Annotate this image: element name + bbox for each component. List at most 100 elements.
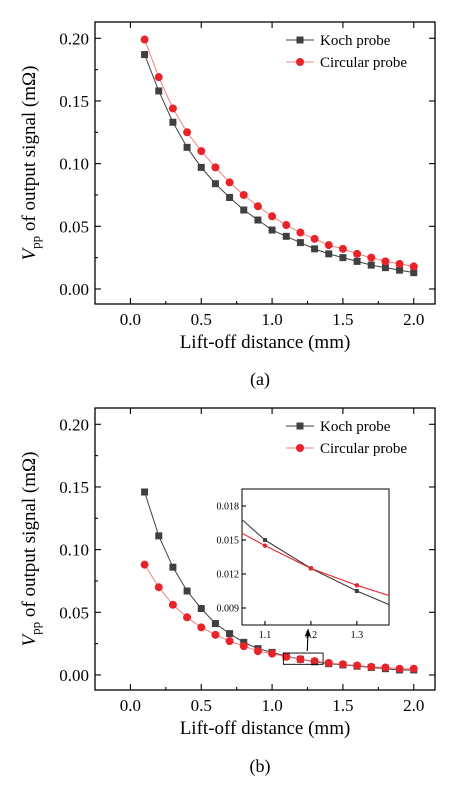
legend-marker-circular: [296, 58, 304, 66]
data-point-circular: [381, 257, 390, 266]
y-tick-label: 0.20: [59, 415, 89, 434]
x-tick-label: 0.5: [191, 310, 212, 329]
legend-marker-circular: [296, 444, 304, 452]
data-point-circular: [253, 647, 262, 656]
data-point-koch: [141, 488, 149, 496]
legend-marker-koch: [296, 422, 304, 430]
data-point-koch: [254, 216, 262, 224]
data-point-koch: [155, 532, 163, 540]
panel-caption: (b): [250, 756, 271, 777]
series-line-square: [144, 54, 414, 274]
plot-frame: [94, 21, 436, 305]
data-point-koch: [211, 180, 219, 188]
y-tick-label: 0.05: [59, 603, 89, 622]
legend-label: Circular probe: [320, 55, 407, 71]
data-point-koch: [226, 630, 234, 638]
data-point-koch: [169, 563, 177, 571]
zoom-box: [282, 652, 324, 665]
plot-frame: [94, 407, 436, 691]
legend-marker-koch: [296, 36, 304, 44]
data-point-circular: [268, 649, 277, 658]
data-point-koch: [183, 143, 191, 151]
inset-x-tick-label: 1.1: [259, 630, 272, 641]
data-point-circular: [154, 73, 163, 82]
data-point-circular: [324, 659, 333, 668]
inset-point-circular: [308, 566, 314, 571]
data-point-koch: [141, 51, 149, 59]
data-point-koch: [396, 266, 404, 274]
y-tick-label: 0.10: [59, 155, 89, 174]
x-tick-label: 1.0: [261, 696, 282, 715]
data-point-circular: [324, 241, 333, 250]
data-point-circular: [197, 147, 206, 156]
data-point-circular: [409, 262, 418, 271]
x-tick-label: 1.0: [261, 310, 282, 329]
data-point-circular: [183, 613, 192, 622]
legend-label: Circular probe: [320, 441, 407, 457]
data-point-koch: [311, 245, 319, 253]
panel-caption: (a): [250, 369, 270, 390]
legend-label: Koch probe: [320, 419, 391, 435]
inset-point-circular: [354, 583, 360, 588]
data-point-circular: [395, 259, 404, 268]
y-tick-label: 0.05: [59, 217, 89, 236]
data-point-koch: [226, 193, 234, 201]
data-point-circular: [168, 104, 177, 113]
y-tick-label: 0.00: [59, 666, 89, 685]
data-point-circular: [367, 662, 376, 671]
x-tick-label: 0.0: [120, 310, 141, 329]
data-point-koch: [353, 257, 361, 265]
x-axis-title: Lift-off distance (mm): [180, 332, 351, 353]
inset-frame: [241, 488, 390, 626]
series-line-circle: [144, 39, 414, 267]
data-point-koch: [197, 605, 205, 613]
y-tick-label: 0.15: [59, 92, 89, 111]
data-point-circular: [296, 228, 305, 237]
data-point-circular: [353, 249, 362, 258]
data-point-koch: [211, 620, 219, 628]
data-point-koch: [339, 254, 347, 262]
data-point-koch: [325, 250, 333, 258]
inset-y-tick-label: 0.012: [217, 570, 240, 581]
data-point-koch: [183, 587, 191, 595]
x-tick-label: 1.5: [332, 310, 353, 329]
inset-y-tick-label: 0.015: [217, 536, 240, 547]
data-point-circular: [353, 661, 362, 670]
data-point-circular: [140, 560, 149, 569]
y-axis-title: Vpp of output signal (mΩ): [19, 66, 43, 261]
y-tick-label: 0.00: [59, 280, 89, 299]
x-tick-label: 1.5: [332, 696, 353, 715]
data-point-koch: [169, 118, 177, 126]
inset-point-circular: [262, 543, 268, 548]
data-point-koch: [296, 239, 304, 247]
data-point-circular: [225, 637, 234, 646]
data-point-koch: [240, 206, 248, 214]
y-axis-title: Vpp of output signal (mΩ): [19, 452, 43, 647]
y-tick-label: 0.15: [59, 478, 89, 497]
data-point-circular: [409, 664, 418, 673]
data-point-circular: [154, 583, 163, 592]
data-point-circular: [168, 600, 177, 609]
data-point-circular: [338, 244, 347, 253]
data-point-circular: [381, 663, 390, 672]
data-point-circular: [310, 234, 319, 243]
inset-x-tick-label: 1.2: [305, 630, 318, 641]
data-point-circular: [140, 35, 149, 44]
inset-x-tick-label: 1.3: [351, 630, 364, 641]
legend-label: Koch probe: [320, 33, 391, 49]
inset-point-koch: [262, 538, 267, 542]
data-point-koch: [381, 264, 389, 272]
data-point-circular: [197, 623, 206, 632]
data-point-koch: [268, 226, 276, 234]
data-point-koch: [197, 163, 205, 171]
y-tick-label: 0.10: [59, 541, 89, 560]
data-point-circular: [183, 128, 192, 137]
data-point-circular: [211, 163, 220, 172]
data-point-circular: [282, 221, 291, 230]
zoom-arrow-head: [304, 629, 311, 637]
inset-y-tick-label: 0.018: [217, 502, 240, 513]
x-tick-label: 2.0: [403, 696, 424, 715]
panel-b-chart: 0.0 0.5 1.0 1.5 2.0 0.00 0.05 0.10 0.15 0.20 Lift-…: [19, 407, 436, 777]
data-point-circular: [282, 652, 291, 661]
